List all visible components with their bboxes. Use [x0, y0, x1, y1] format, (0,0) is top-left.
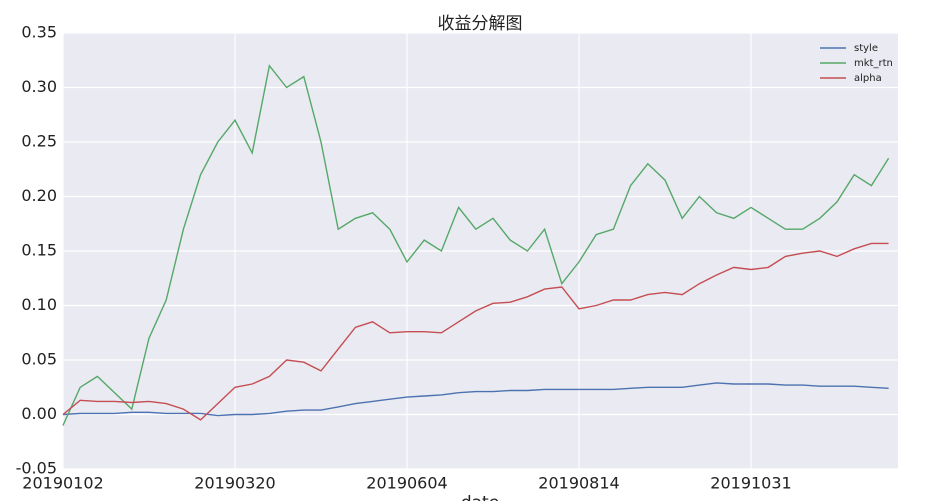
x-tick-label: 20190814	[538, 474, 619, 493]
y-tick-label: 0.05	[21, 350, 57, 369]
y-tick-label: 0.15	[21, 241, 57, 260]
y-tick-label: 0.25	[21, 132, 57, 151]
x-tick-label: 20190102	[22, 474, 103, 493]
legend-label: style	[854, 43, 878, 54]
chart-title: 收益分解图	[438, 14, 523, 34]
line-series	[62, 64, 890, 426]
x-axis-label: date	[461, 493, 499, 501]
line-series	[62, 382, 889, 417]
x-tick-label: 20191031	[710, 474, 791, 493]
legend-label: mkt_rtn	[854, 58, 893, 69]
legend-label: alpha	[854, 73, 882, 84]
x-tick-label: 20190320	[194, 474, 275, 493]
y-tick-label: 0.00	[21, 404, 57, 423]
y-tick-label: 0.10	[21, 295, 57, 314]
y-tick-label: 0.20	[21, 186, 57, 205]
y-tick-label: 0.35	[21, 23, 57, 42]
y-tick-label: 0.30	[21, 77, 57, 96]
x-tick-label: 20190604	[366, 474, 447, 493]
line-series	[62, 242, 889, 421]
y-tick-label: -0.05	[16, 459, 57, 478]
